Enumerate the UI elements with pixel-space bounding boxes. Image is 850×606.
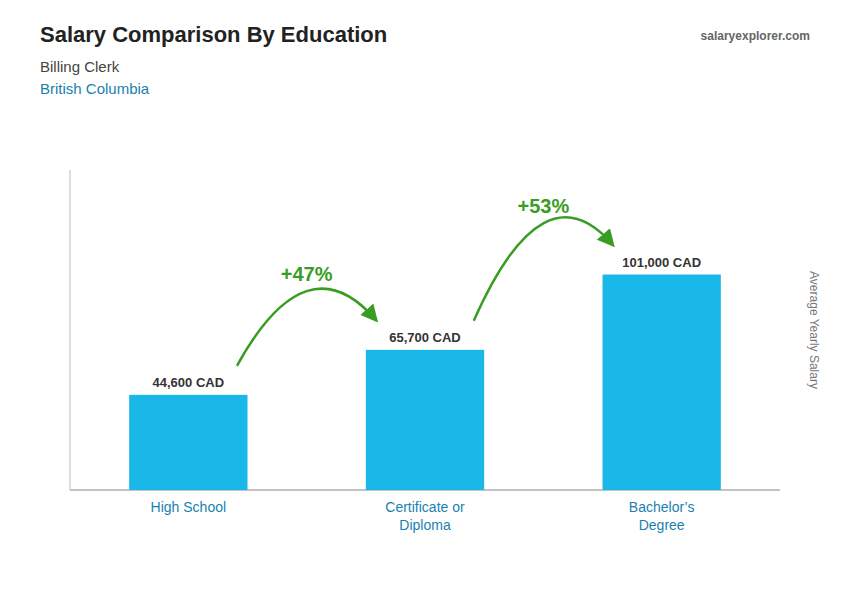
title: Salary Comparison By Education	[40, 22, 387, 47]
x-tick-label: High School	[151, 499, 227, 515]
x-tick-label: Certificate orDiploma	[385, 499, 465, 533]
arrow	[238, 289, 376, 365]
bar	[603, 275, 721, 490]
source: salaryexplorer.com	[701, 29, 810, 43]
y-axis-label: Average Yearly Salary	[807, 271, 821, 389]
subtitle: Billing Clerk	[40, 58, 120, 75]
arrow	[474, 217, 612, 320]
data-label: 44,600 CAD	[153, 375, 225, 390]
x-tick-label: Bachelor’sDegree	[629, 499, 695, 533]
data-label: 65,700 CAD	[389, 330, 461, 345]
annotation: +53%	[517, 195, 569, 217]
data-label: 101,000 CAD	[622, 255, 701, 270]
bar	[129, 395, 247, 490]
bars	[129, 275, 721, 490]
subtitle: British Columbia	[40, 80, 150, 97]
chart: Salary Comparison By Education Billing Cl…	[0, 0, 850, 606]
bar	[366, 350, 484, 490]
annotation: +47%	[281, 263, 333, 285]
y-axis-line	[70, 170, 71, 490]
